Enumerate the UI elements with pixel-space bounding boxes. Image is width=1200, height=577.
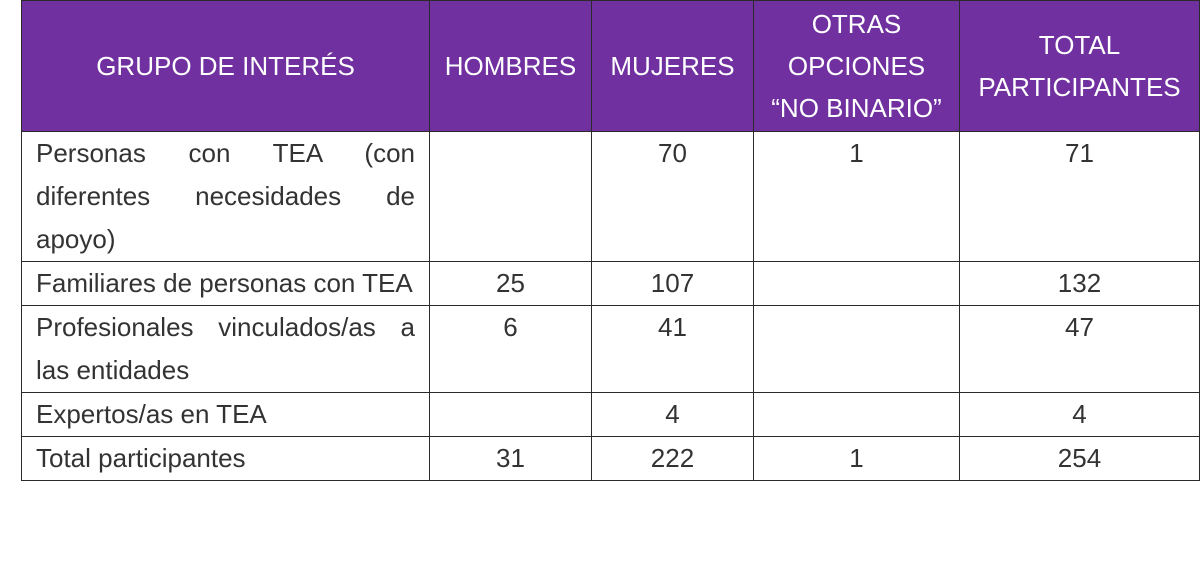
row-men-cell <box>429 392 592 437</box>
header-total: TOTAL PARTICIPANTES <box>959 0 1200 132</box>
row-men-cell <box>429 131 592 262</box>
header-other-line3: “NO BINARIO” <box>771 93 942 123</box>
table-row: Expertos/as en TEA 4 4 <box>21 392 1200 437</box>
row-women-cell: 4 <box>591 392 754 437</box>
row-group-cell: Total participantes <box>21 436 430 481</box>
row-men-cell: 6 <box>429 305 592 393</box>
header-other-line1: OTRAS <box>811 9 902 39</box>
row-women-cell: 70 <box>591 131 754 262</box>
row-group-cell: Personas con TEA (con diferentes necesid… <box>21 131 430 262</box>
header-total-line2: PARTICIPANTES <box>978 72 1181 102</box>
row-other-cell <box>753 261 960 306</box>
header-other: OTRAS OPCIONES “NO BINARIO” <box>753 0 960 132</box>
row-other-cell <box>753 392 960 437</box>
table-row-total: Total participantes 31 222 1 254 <box>21 436 1200 481</box>
row-total-cell: 71 <box>959 131 1200 262</box>
grand-total-cell: 254 <box>959 436 1200 481</box>
row-total-cell: 132 <box>959 261 1200 306</box>
participants-table: GRUPO DE INTERÉS HOMBRES MUJERES OTRAS O… <box>21 0 1200 481</box>
row-group-cell: Profesionales vinculados/as a las entida… <box>21 305 430 393</box>
header-women: MUJERES <box>591 0 754 132</box>
row-total-cell: 47 <box>959 305 1200 393</box>
row-group-cell: Familiares de personas con TEA <box>21 261 430 306</box>
row-other-cell <box>753 305 960 393</box>
table-row: Personas con TEA (con diferentes necesid… <box>21 131 1200 262</box>
row-group-cell: Expertos/as en TEA <box>21 392 430 437</box>
header-group: GRUPO DE INTERÉS <box>21 0 430 132</box>
row-women-cell: 41 <box>591 305 754 393</box>
row-other-cell: 1 <box>753 436 960 481</box>
header-row: GRUPO DE INTERÉS HOMBRES MUJERES OTRAS O… <box>21 0 1200 132</box>
header-other-line2: OPCIONES <box>787 51 926 81</box>
header-men: HOMBRES <box>429 0 592 132</box>
table-row: Profesionales vinculados/as a las entida… <box>21 305 1200 393</box>
table-row: Familiares de personas con TEA 25 107 13… <box>21 261 1200 306</box>
row-men-cell: 25 <box>429 261 592 306</box>
row-women-cell: 107 <box>591 261 754 306</box>
row-men-cell: 31 <box>429 436 592 481</box>
row-total-cell: 4 <box>959 392 1200 437</box>
row-women-cell: 222 <box>591 436 754 481</box>
header-total-line1: TOTAL <box>1038 30 1121 60</box>
row-other-cell: 1 <box>753 131 960 262</box>
